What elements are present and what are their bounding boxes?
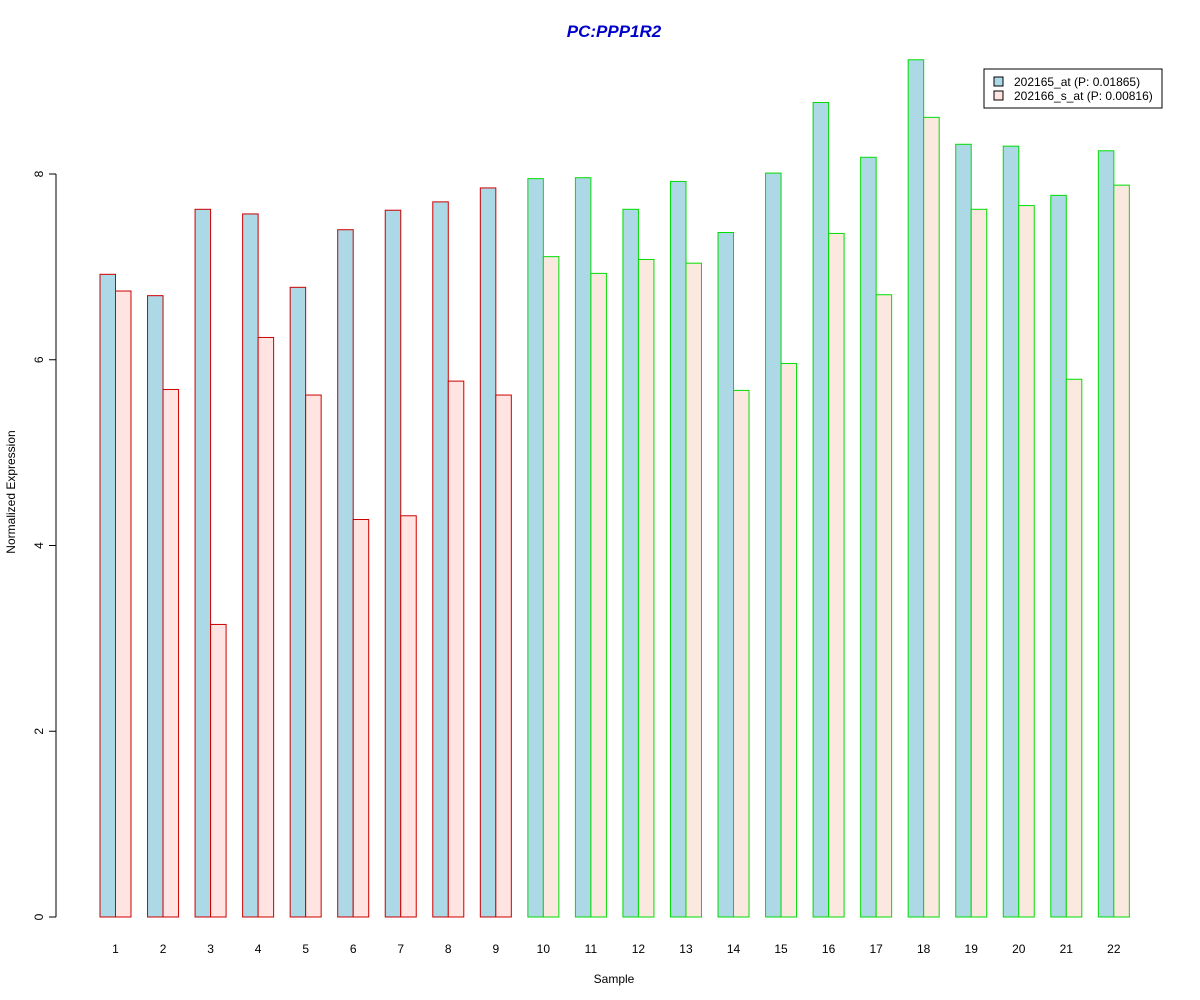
bar-series-1 [717, 232, 735, 918]
bar-series-2 [162, 388, 180, 918]
x-tick-label: 5 [302, 942, 309, 956]
x-tick-label: 19 [965, 942, 979, 956]
legend-label-series-1: 202165_at (P: 0.01865) [1014, 75, 1140, 89]
bar-series-1 [337, 229, 354, 918]
bar-series-2 [210, 623, 227, 918]
bar-series-1 [860, 156, 877, 918]
bar-series-2 [1018, 205, 1035, 918]
x-tick-label: 2 [160, 942, 167, 956]
bar-series-1 [147, 295, 164, 918]
legend-box [983, 68, 1163, 109]
bar-series-2 [400, 515, 417, 918]
x-tick-label: 1 [112, 942, 119, 956]
y-axis-label: Normalized Expression [4, 430, 18, 553]
bar-series-2 [780, 362, 798, 918]
bar-series-1 [907, 59, 925, 918]
bar-series-2 [257, 336, 275, 918]
bar-series-2 [875, 294, 893, 918]
bar-series-2 [447, 380, 465, 918]
bar-series-1 [1050, 194, 1067, 918]
x-tick-label: 10 [537, 942, 551, 956]
bar-series-2 [115, 290, 132, 918]
bar-series-1 [1097, 150, 1115, 918]
legend-label-series-2: 202166_s_at (P: 0.00816) [1014, 89, 1153, 103]
x-tick-label: 11 [585, 942, 598, 956]
x-tick-label: 12 [632, 942, 646, 956]
bar-series-1 [242, 213, 259, 918]
bar-series-2 [590, 272, 607, 918]
x-tick-label: 22 [1107, 942, 1121, 956]
bar-series-1 [1002, 145, 1020, 918]
y-tick-label: 0 [32, 913, 46, 920]
bar-series-1 [384, 209, 402, 918]
x-tick-label: 17 [869, 942, 883, 956]
x-tick-label: 14 [727, 942, 741, 956]
bar-series-2 [1113, 184, 1130, 918]
bar-series-2 [305, 394, 322, 918]
bar-series-2 [637, 258, 655, 918]
x-tick-label: 3 [207, 942, 214, 956]
bar-series-1 [194, 208, 212, 918]
x-tick-label: 18 [917, 942, 931, 956]
legend-swatch-series-2 [993, 90, 1004, 101]
x-tick-label: 7 [397, 942, 404, 956]
x-tick-label: 9 [492, 942, 499, 956]
bar-series-1 [622, 208, 639, 918]
x-tick-label: 8 [445, 942, 452, 956]
bar-series-1 [479, 187, 497, 918]
chart-title: PC:PPP1R2 [567, 22, 662, 41]
bar-series-1 [955, 143, 972, 918]
x-tick-label: 13 [679, 942, 693, 956]
x-tick-label: 4 [255, 942, 262, 956]
bar-series-1 [99, 273, 116, 918]
x-axis-label: Sample [594, 972, 635, 986]
bar-series-2 [1065, 378, 1083, 918]
bar-series-2 [352, 518, 370, 918]
bar-series-1 [289, 286, 307, 918]
x-tick-label: 6 [350, 942, 357, 956]
bar-series-1 [812, 101, 830, 918]
bar-series-1 [765, 172, 782, 918]
y-tick-label: 6 [32, 356, 46, 363]
y-tick-label: 4 [32, 542, 46, 549]
bar-series-1 [669, 180, 687, 918]
x-tick-label: 15 [774, 942, 788, 956]
x-tick-label: 21 [1060, 942, 1074, 956]
bar-series-2 [970, 208, 988, 918]
bar-series-1 [432, 201, 449, 918]
y-tick-label: 2 [32, 728, 46, 735]
bars [99, 59, 1130, 918]
x-tick-label: 16 [822, 942, 836, 956]
bar-series-2 [733, 389, 750, 918]
bar-series-1 [527, 178, 544, 918]
legend: 202165_at (P: 0.01865)202166_s_at (P: 0.… [983, 68, 1163, 109]
bar-series-2 [685, 262, 702, 918]
x-tick-label: 20 [1012, 942, 1026, 956]
bar-series-1 [574, 177, 592, 918]
bar-series-2 [923, 116, 940, 918]
y-axis: 0 2 4 6 8 [32, 170, 57, 920]
legend-swatch-series-1 [993, 76, 1004, 87]
bar-series-2 [495, 394, 512, 918]
bar-series-2 [828, 232, 845, 918]
bar-series-2 [542, 256, 560, 918]
y-tick-label: 8 [32, 170, 46, 177]
x-tick-labels: 1 2 3 4 5 6 7 8 9 10 11 12 13 14 15 16 17 18 19 20 21 22 [112, 942, 1121, 956]
